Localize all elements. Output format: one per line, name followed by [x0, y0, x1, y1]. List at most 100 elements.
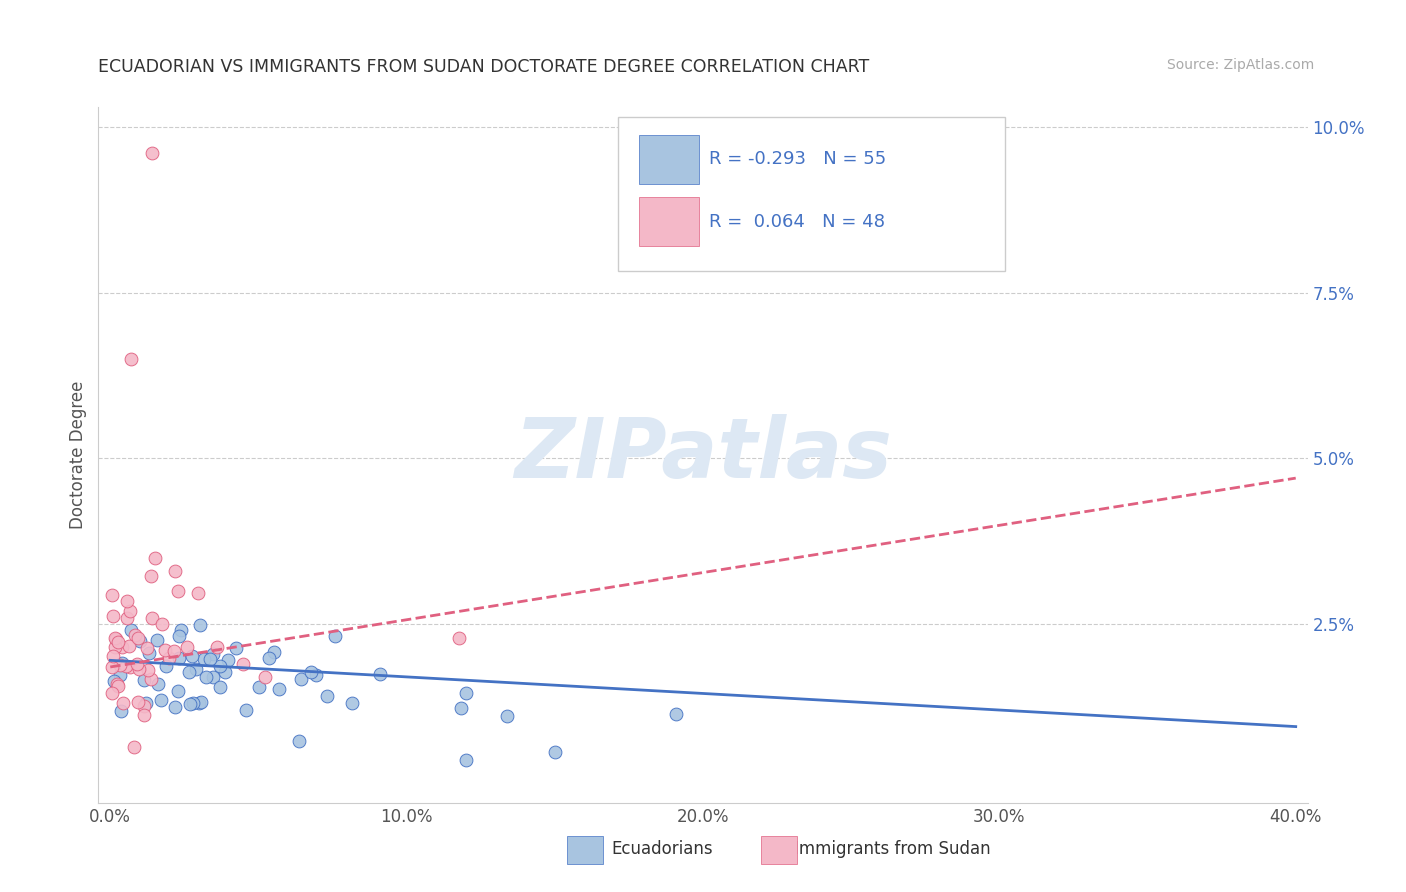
Point [188, 618, 211, 632]
Point [368, 667, 391, 681]
Text: Immigrants from Sudan: Immigrants from Sudan [794, 840, 991, 858]
FancyBboxPatch shape [619, 118, 1005, 270]
Point [166, 583, 188, 598]
Point [166, 684, 188, 698]
Point [114, 659, 136, 673]
Point [201, 670, 224, 684]
Point [124, 628, 146, 642]
Point [101, 588, 124, 602]
Point [145, 632, 167, 647]
Point [125, 657, 148, 671]
Point [454, 753, 477, 767]
Text: Source: ZipAtlas.com: Source: ZipAtlas.com [1167, 58, 1315, 72]
Point [340, 696, 363, 710]
Point [110, 704, 132, 718]
Point [136, 663, 159, 677]
Point [188, 696, 211, 710]
Point [169, 629, 191, 643]
Point [124, 740, 146, 755]
Point [195, 670, 218, 684]
Point [101, 686, 124, 700]
Point [190, 695, 212, 709]
Point [120, 624, 142, 638]
Point [305, 668, 328, 682]
Point [111, 657, 134, 671]
Point [143, 550, 166, 565]
Point [496, 709, 519, 723]
Point [263, 645, 285, 659]
Point [214, 665, 236, 679]
Text: R = -0.293   N = 55: R = -0.293 N = 55 [709, 150, 886, 169]
Point [141, 569, 163, 583]
Point [146, 677, 169, 691]
Point [138, 646, 160, 660]
Point [176, 640, 198, 655]
Point [111, 696, 134, 710]
Point [456, 686, 478, 700]
Point [153, 643, 176, 657]
Point [103, 674, 125, 689]
Point [127, 631, 149, 645]
Point [136, 640, 159, 655]
Point [127, 695, 149, 709]
Point [170, 624, 193, 638]
FancyBboxPatch shape [638, 197, 699, 246]
Point [254, 670, 277, 684]
Point [450, 701, 472, 715]
Point [128, 633, 150, 648]
Point [128, 662, 150, 676]
FancyBboxPatch shape [638, 135, 699, 184]
Y-axis label: Doctorate Degree: Doctorate Degree [69, 381, 87, 529]
Point [235, 703, 257, 717]
Point [167, 651, 190, 665]
Point [187, 585, 209, 599]
Point [665, 707, 688, 722]
Point [107, 634, 129, 648]
Point [105, 677, 128, 691]
Point [110, 668, 132, 682]
Point [134, 699, 156, 714]
Point [193, 651, 215, 665]
Point [267, 682, 290, 697]
Text: ECUADORIAN VS IMMIGRANTS FROM SUDAN DOCTORATE DEGREE CORRELATION CHART: ECUADORIAN VS IMMIGRANTS FROM SUDAN DOCT… [98, 58, 870, 76]
Point [184, 662, 207, 676]
Point [208, 680, 231, 694]
Text: ZIPatlas: ZIPatlas [515, 415, 891, 495]
Point [323, 629, 346, 643]
Point [163, 643, 186, 657]
Point [115, 593, 138, 607]
Point [316, 689, 339, 703]
Point [155, 659, 177, 673]
Point [179, 697, 201, 711]
Point [447, 631, 470, 645]
Point [543, 745, 565, 759]
Point [165, 564, 187, 578]
Point [139, 672, 162, 686]
Point [181, 696, 204, 710]
Point [104, 640, 127, 654]
Point [217, 653, 239, 667]
Point [179, 665, 201, 679]
Point [118, 639, 141, 653]
Point [163, 700, 186, 714]
Point [232, 657, 254, 671]
Point [225, 641, 247, 656]
Point [117, 611, 139, 625]
Text: Ecuadorians: Ecuadorians [612, 840, 713, 858]
Point [118, 660, 141, 674]
Point [135, 696, 157, 710]
Point [104, 632, 127, 646]
Point [299, 665, 322, 679]
Point [149, 693, 172, 707]
Point [134, 673, 156, 687]
Point [290, 672, 312, 686]
Point [132, 707, 155, 722]
Point [108, 657, 131, 672]
Point [257, 651, 280, 665]
Point [207, 640, 229, 655]
Point [202, 647, 225, 661]
Point [103, 648, 125, 663]
Point [105, 632, 128, 646]
Point [200, 651, 222, 665]
Point [118, 604, 141, 618]
